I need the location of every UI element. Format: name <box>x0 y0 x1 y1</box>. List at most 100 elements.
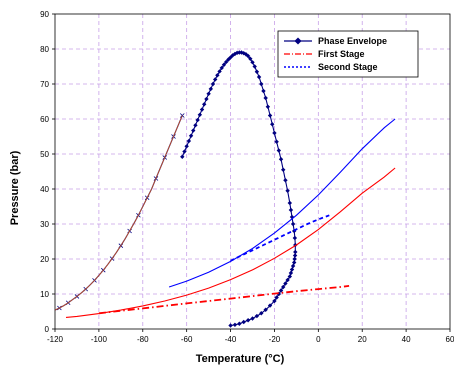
data-point <box>232 322 238 327</box>
data-point <box>263 307 268 312</box>
data-point <box>288 207 294 213</box>
data-point <box>204 96 209 102</box>
data-point <box>281 167 286 172</box>
x-axis-title: Temperature (°C) <box>196 353 285 365</box>
data-point <box>267 113 273 118</box>
data-point <box>234 50 240 56</box>
data-point <box>210 81 216 87</box>
y-tick-label: 70 <box>40 80 49 89</box>
data-point <box>237 321 242 326</box>
legend: Phase Envelope First Stage Second Stage <box>277 30 419 78</box>
series-line-blue-curve <box>168 118 396 288</box>
y-tick-label: 10 <box>40 290 49 299</box>
legend-marker-phase-envelope <box>294 37 302 45</box>
data-point <box>292 256 297 262</box>
y-axis-ticks: 0 10 20 30 40 50 60 70 80 90 <box>40 10 55 334</box>
data-point <box>184 144 189 149</box>
data-point <box>285 277 290 283</box>
legend-label-first-stage: First Stage <box>318 49 365 59</box>
data-point <box>283 178 288 183</box>
data-point <box>250 60 255 65</box>
data-point <box>219 65 224 71</box>
data-point <box>267 303 273 308</box>
series-line-second-stage <box>230 214 330 262</box>
x-tick-label: -40 <box>225 335 237 344</box>
data-point <box>289 267 295 272</box>
data-point <box>226 57 231 62</box>
data-point <box>259 81 264 87</box>
data-point <box>261 88 266 94</box>
data-point <box>241 319 246 325</box>
data-point <box>259 311 264 316</box>
data-point <box>288 270 294 276</box>
data-point <box>188 133 194 138</box>
data-point <box>256 74 262 80</box>
data-point <box>228 323 233 328</box>
data-point <box>292 235 298 241</box>
data-point <box>278 288 284 293</box>
x-tick-label: 60 <box>446 335 454 344</box>
x-tick-label: -100 <box>91 335 108 344</box>
data-point <box>287 274 293 279</box>
data-point <box>274 139 279 144</box>
data-point <box>215 73 220 78</box>
data-point <box>291 260 297 265</box>
data-point <box>270 122 275 127</box>
series-layer <box>54 50 396 328</box>
x-tick-label: 20 <box>358 335 367 344</box>
data-point <box>197 112 203 117</box>
data-point <box>230 53 235 58</box>
x-tick-label: 0 <box>316 335 321 344</box>
data-point <box>272 298 277 304</box>
data-point <box>248 56 253 61</box>
data-point <box>289 214 295 220</box>
data-point <box>252 64 257 69</box>
x-tick-label: -120 <box>47 335 64 344</box>
data-point <box>212 77 218 82</box>
data-point <box>221 62 227 67</box>
data-point <box>193 123 198 128</box>
data-point <box>223 59 229 65</box>
data-point <box>290 263 296 269</box>
data-point <box>186 138 192 144</box>
legend-label-phase-envelope: Phase Envelope <box>318 36 387 46</box>
data-point <box>191 128 196 133</box>
data-point <box>283 281 288 286</box>
x-tick-label: -20 <box>269 335 281 344</box>
data-point <box>287 200 293 206</box>
data-point <box>245 318 251 323</box>
data-point <box>180 154 185 159</box>
data-point <box>208 86 214 92</box>
y-tick-label: 40 <box>40 185 49 194</box>
data-point <box>292 253 298 258</box>
data-point <box>250 316 255 321</box>
x-tick-label: -60 <box>181 335 193 344</box>
data-point <box>202 102 207 107</box>
series-line-first-stage <box>98 285 350 315</box>
y-tick-label: 50 <box>40 150 49 159</box>
data-point <box>182 149 187 154</box>
data-point <box>281 284 286 290</box>
data-point <box>217 69 222 74</box>
data-point <box>276 148 282 153</box>
data-point <box>285 188 290 193</box>
plot-area-frame <box>54 13 451 330</box>
data-point <box>206 91 211 96</box>
data-point <box>274 295 279 300</box>
y-tick-label: 20 <box>40 255 49 264</box>
data-point <box>265 104 271 109</box>
data-point <box>278 157 284 162</box>
data-point <box>272 130 277 136</box>
legend-label-second-stage: Second Stage <box>318 62 378 72</box>
data-point <box>290 221 296 227</box>
data-point <box>263 95 268 101</box>
x-tick-label: -80 <box>137 335 149 344</box>
data-point <box>293 249 298 255</box>
data-point <box>254 69 260 74</box>
series-line-dew-branch-overlay <box>54 115 183 311</box>
y-tick-label: 60 <box>40 115 49 124</box>
data-point <box>254 313 260 319</box>
data-point <box>245 53 251 59</box>
data-point <box>241 51 246 56</box>
y-tick-label: 30 <box>40 220 49 229</box>
